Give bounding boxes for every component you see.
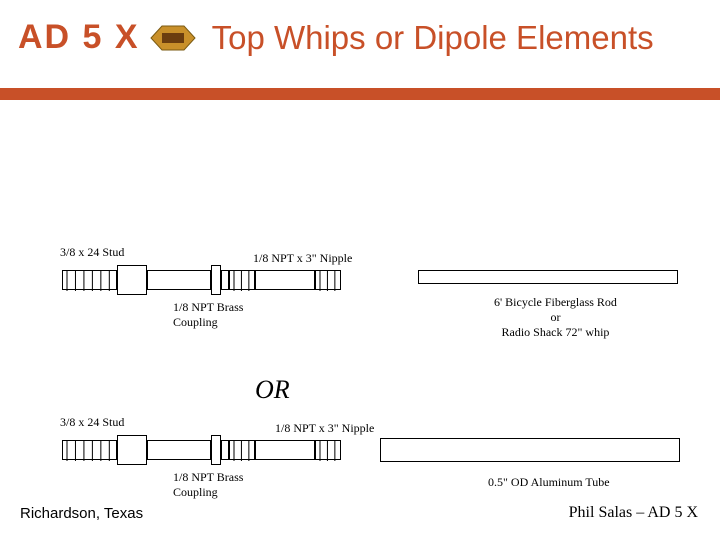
nipple-thread-a-1 [229,440,255,460]
nipple-inner-0 [221,270,229,290]
nipple-inner-1 [221,440,229,460]
coupling-body-0 [147,270,211,290]
rod-label-0: 6' Bicycle Fiberglass Rod or Radio Shack… [494,295,617,340]
stud-cap-1 [117,435,147,465]
stud-label-1: 3/8 x 24 Stud [60,415,124,430]
nipple-thread-b-0-threads [316,271,342,291]
nipple-thread-a-0 [229,270,255,290]
footer-author: Phil Salas – AD 5 X [569,504,698,522]
nipple-mid-0 [255,270,315,290]
coupling-label-1: 1/8 NPT Brass Coupling [173,470,243,500]
rod-label-1: 0.5" OD Aluminum Tube [488,475,610,490]
nipple-label-1: 1/8 NPT x 3" Nipple [275,421,374,436]
callsign-text: AD 5 X [18,18,140,57]
or-separator: OR [255,375,290,405]
coupling-label-0: 1/8 NPT Brass Coupling [173,300,243,330]
footer-location: Richardson, Texas [20,505,143,522]
nipple-thread-b-1 [315,440,341,460]
slide-header: AD 5 X Top Whips or Dipole Elements [0,0,720,70]
stud-label-0: 3/8 x 24 Stud [60,245,124,260]
rod-0 [418,270,678,284]
nipple-thread-b-0 [315,270,341,290]
accent-bar [0,88,720,100]
stud-cap-0 [117,265,147,295]
nipple-mid-1 [255,440,315,460]
nipple-label-0: 1/8 NPT x 3" Nipple [253,251,352,266]
stud-thread-0 [62,270,117,290]
rod-1 [380,438,680,462]
stud-thread-1-threads [63,441,118,461]
nipple-thread-a-1-threads [230,441,256,461]
coupling-body-1 [147,440,211,460]
stud-thread-0-threads [63,271,118,291]
stud-thread-1 [62,440,117,460]
nipple-thread-a-0-threads [230,271,256,291]
arrl-emblem [148,24,198,52]
slide-title: Top Whips or Dipole Elements [212,19,654,57]
nipple-cap-0 [211,265,221,295]
nipple-thread-b-1-threads [316,441,342,461]
nipple-cap-1 [211,435,221,465]
